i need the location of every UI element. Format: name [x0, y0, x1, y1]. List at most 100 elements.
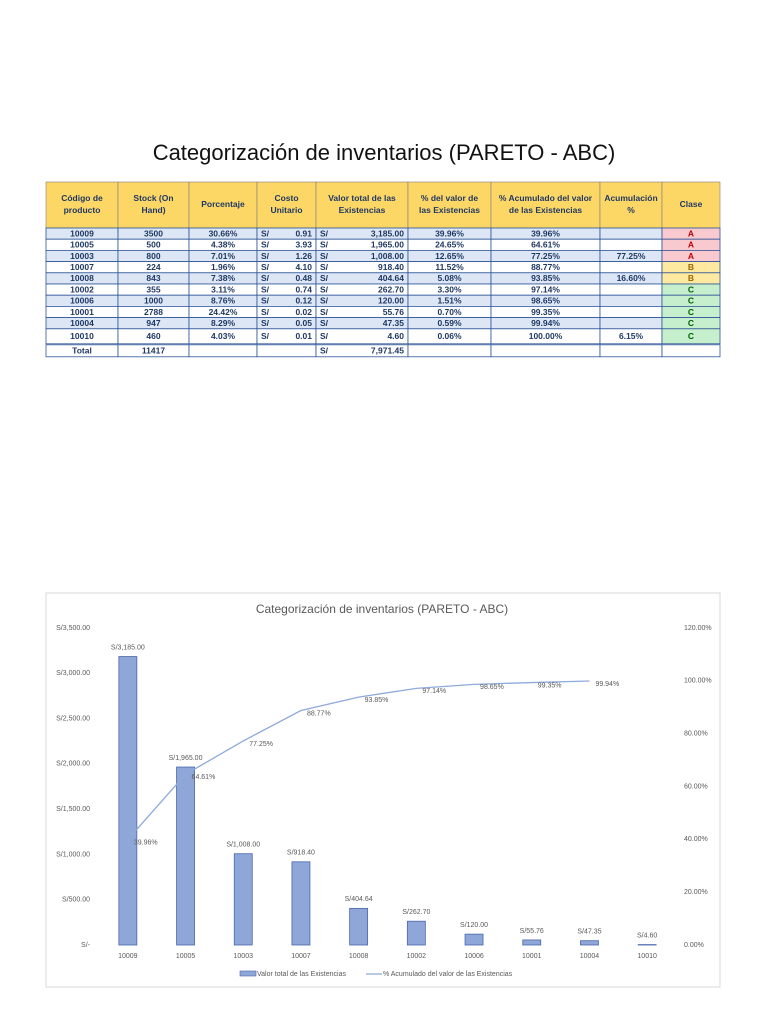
amount: 1.26 [295, 251, 312, 261]
x-tick-label: 10008 [349, 953, 369, 960]
cell-text: 11417 [142, 346, 165, 356]
y-tick-label: S/2,000.00 [56, 761, 90, 768]
cell-text: 7.38% [211, 273, 236, 283]
bar [233, 853, 253, 946]
cell-text: 10003 [70, 251, 94, 261]
bar [464, 933, 484, 946]
legend-swatch [239, 970, 257, 977]
cell-text: 8.29% [211, 318, 236, 328]
cell-text: 7.01% [211, 251, 236, 261]
header-cell [117, 181, 190, 229]
cell-text: 98.65% [531, 296, 560, 306]
cell-text: 64.61% [531, 240, 560, 250]
x-tick-label: 10004 [580, 953, 600, 960]
line-value-label: 77.25% [249, 741, 273, 748]
cell-text: 3500 [144, 228, 163, 238]
currency: S/ [261, 318, 270, 328]
bar [580, 940, 599, 946]
cell-text: 3.11% [211, 284, 235, 294]
line-value-label: 39.96% [134, 839, 158, 846]
currency: S/ [320, 318, 329, 328]
line-value-label: 98.65% [480, 684, 504, 691]
x-tick-label: 10005 [176, 953, 196, 960]
bar [291, 861, 311, 946]
cell-text: 843 [146, 273, 160, 283]
table-cell [599, 344, 663, 358]
table-cell [407, 344, 492, 358]
table-cell [661, 328, 721, 345]
bar [522, 939, 542, 946]
header-label: Porcentaje [201, 199, 245, 209]
y-tick-label: S/500.00 [62, 897, 90, 904]
amount: 404.64 [378, 273, 404, 283]
cell-text: 10008 [70, 273, 94, 283]
amount: 0.05 [295, 318, 312, 328]
currency: S/ [320, 240, 329, 250]
bar-value-label: S/1,008.00 [226, 842, 260, 849]
header-cell [490, 181, 601, 229]
y-tick-label: S/1,500.00 [56, 806, 90, 813]
cell-text: 6.15% [619, 331, 644, 341]
y2-tick-label: 120.00% [684, 625, 712, 632]
table-cell [599, 317, 663, 330]
bar-value-label: S/3,185.00 [111, 644, 145, 651]
currency: S/ [320, 307, 329, 317]
cell-text: 10006 [70, 296, 94, 306]
bar-value-label: S/4.60 [637, 932, 657, 939]
cell-text: 39.96% [531, 228, 560, 238]
amount: 120.00 [378, 296, 404, 306]
line-value-label: 88.77% [307, 710, 331, 717]
cell-text: 10004 [70, 318, 94, 328]
cell-text: 947 [146, 318, 160, 328]
table-cell [599, 227, 663, 240]
x-tick-label: 10001 [522, 953, 542, 960]
table-cell [599, 283, 663, 296]
cell-text: 1000 [144, 296, 163, 306]
y2-tick-label: 40.00% [684, 836, 708, 843]
y2-tick-label: 60.00% [684, 783, 708, 790]
amount: 262.70 [378, 284, 404, 294]
page-title: Categorización de inventarios (PARETO - … [153, 140, 616, 165]
currency: S/ [261, 262, 270, 272]
cell-text: 800 [146, 251, 160, 261]
table-cell [599, 261, 663, 274]
bar [349, 907, 369, 946]
currency: S/ [320, 346, 329, 356]
header-label: Clase [680, 199, 703, 209]
line-value-label: 97.14% [422, 688, 446, 695]
currency: S/ [261, 251, 270, 261]
cell-text: 88.77% [531, 262, 560, 272]
cell-text: 100.00% [529, 331, 563, 341]
cell-text: B [688, 273, 694, 283]
amount: 0.12 [295, 296, 312, 306]
cell-text: C [688, 296, 694, 306]
amount: 1,008.00 [371, 251, 404, 261]
table-cell [188, 344, 258, 358]
table-cell [490, 344, 601, 358]
cell-text: A [688, 240, 694, 250]
cell-text: 8.76% [211, 296, 236, 306]
amount: 0.02 [295, 307, 312, 317]
cell-text: 224 [146, 262, 160, 272]
cell-text: 10009 [70, 228, 94, 238]
cell-text: 0.06% [437, 331, 462, 341]
bar-value-label: S/55.76 [520, 928, 544, 935]
header-cell [256, 181, 317, 229]
x-tick-label: 10007 [291, 953, 311, 960]
y2-tick-label: 0.00% [684, 942, 704, 949]
amount: 918.40 [378, 262, 404, 272]
currency: S/ [261, 240, 270, 250]
cell-text: 10010 [70, 331, 94, 341]
currency: S/ [261, 296, 270, 306]
amount: 3,185.00 [371, 228, 404, 238]
line-value-label: 64.61% [192, 774, 216, 781]
x-tick-label: 10002 [407, 953, 427, 960]
cell-text: C [688, 284, 694, 294]
cell-text: 4.03% [211, 331, 236, 341]
table-cell [599, 305, 663, 318]
cell-text: 24.65% [435, 240, 464, 250]
line-value-label: 99.35% [538, 682, 562, 689]
table-cell [256, 344, 317, 358]
bar [176, 766, 195, 946]
cell-text: 99.35% [531, 307, 560, 317]
